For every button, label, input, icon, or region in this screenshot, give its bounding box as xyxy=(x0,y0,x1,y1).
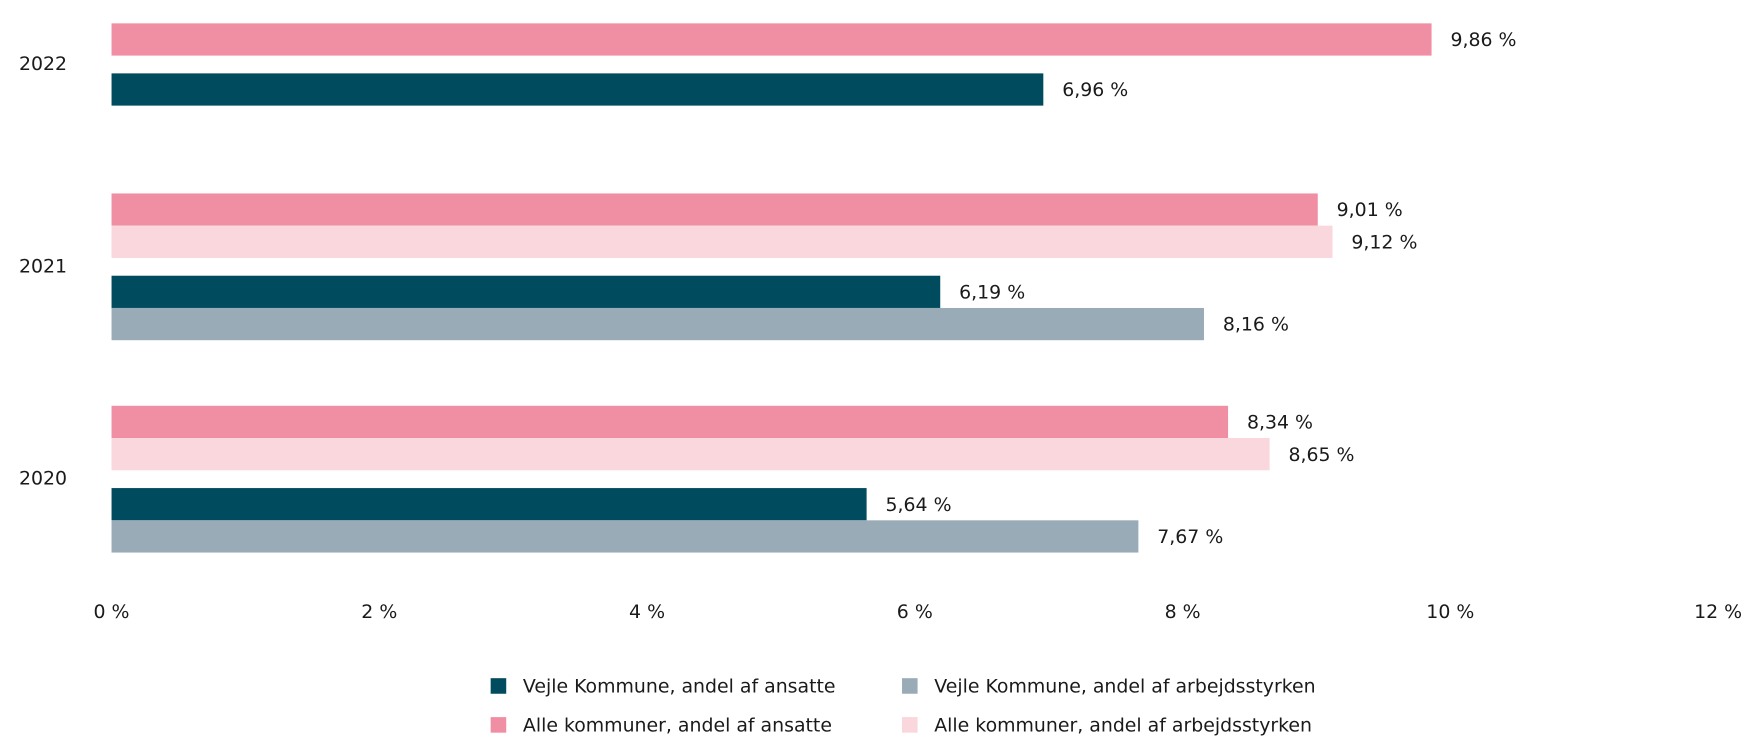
bar xyxy=(111,193,1318,226)
x-tick-label: 12 % xyxy=(1694,601,1742,623)
value-label: 8,65 % xyxy=(1288,444,1354,466)
legend-label: Vejle Kommune, andel af ansatte xyxy=(523,676,836,698)
x-tick-label: 10 % xyxy=(1426,601,1474,623)
legend-swatch xyxy=(902,717,918,733)
x-tick-label: 8 % xyxy=(1165,601,1201,623)
legend-swatch xyxy=(902,678,918,694)
y-tick-label: 2020 xyxy=(19,468,67,490)
bar xyxy=(111,488,867,521)
x-tick-label: 6 % xyxy=(897,601,933,623)
x-tick-label: 4 % xyxy=(629,601,665,623)
value-label: 9,01 % xyxy=(1337,199,1403,221)
bar xyxy=(111,73,1044,106)
value-label: 7,67 % xyxy=(1157,526,1223,548)
legend-swatch xyxy=(490,717,507,733)
legend-swatch xyxy=(490,678,507,694)
value-label: 9,86 % xyxy=(1450,29,1516,51)
bar xyxy=(111,225,1333,258)
x-tick-label: 2 % xyxy=(361,601,397,623)
bar xyxy=(111,405,1229,439)
value-label: 6,19 % xyxy=(959,281,1025,303)
legend-label: Alle kommuner, andel af arbejdsstyrken xyxy=(934,714,1312,736)
bar xyxy=(111,307,1204,341)
bar xyxy=(111,520,1139,553)
x-tick-label: 0 % xyxy=(94,601,130,623)
value-label: 5,64 % xyxy=(886,494,952,516)
value-label: 9,12 % xyxy=(1351,231,1417,253)
bar xyxy=(111,23,1432,56)
value-label: 8,16 % xyxy=(1223,314,1289,336)
legend-label: Alle kommuner, andel af ansatte xyxy=(523,714,832,736)
value-label: 6,96 % xyxy=(1062,79,1128,101)
y-tick-label: 2021 xyxy=(19,255,67,277)
bar xyxy=(111,275,941,308)
legend-label: Vejle Kommune, andel af arbejdsstyrken xyxy=(934,676,1315,698)
bar xyxy=(111,438,1270,471)
value-label: 8,34 % xyxy=(1247,412,1313,434)
y-tick-label: 2022 xyxy=(19,53,67,75)
